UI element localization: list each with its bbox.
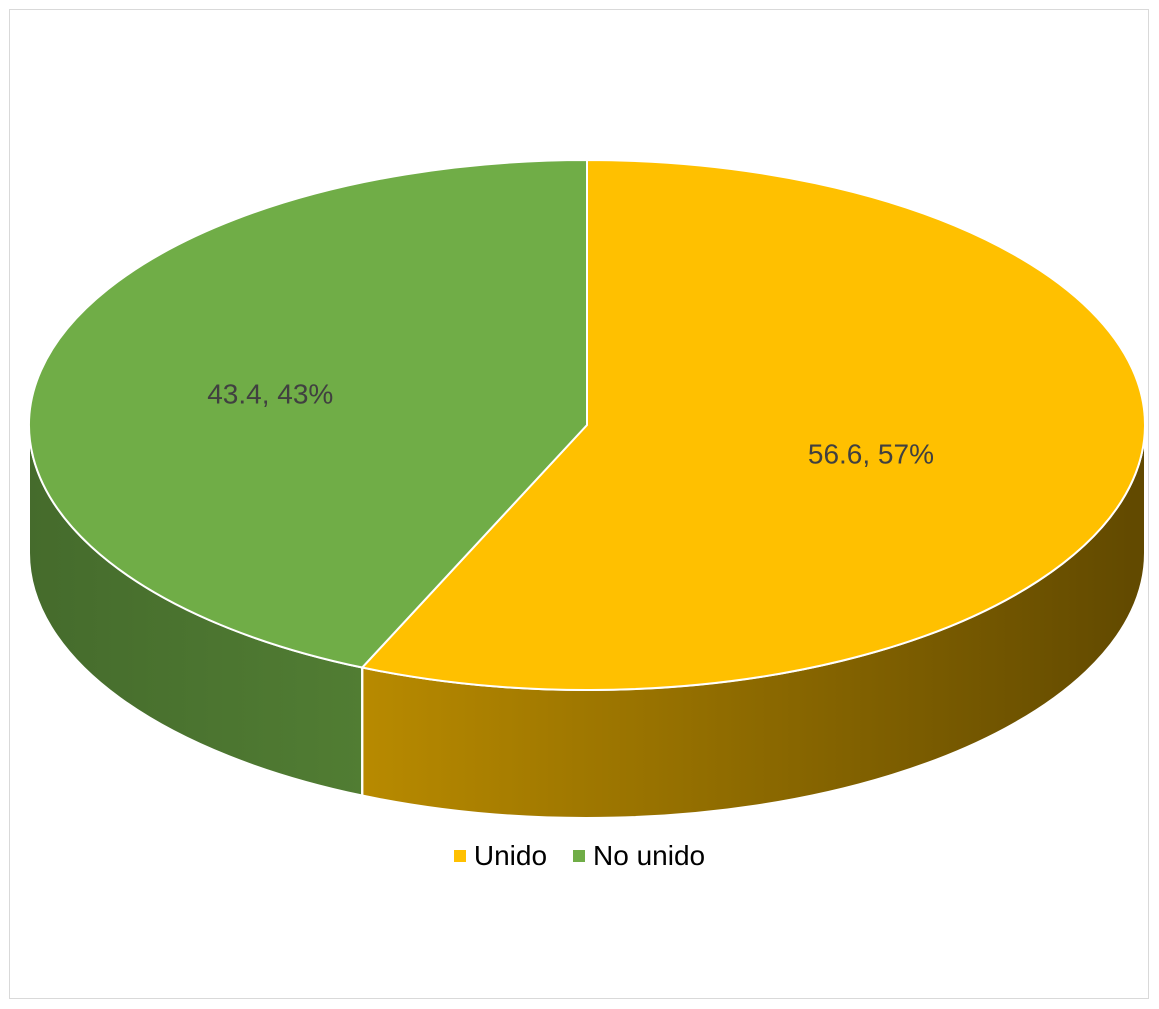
legend-label-no-unido: No unido bbox=[593, 840, 706, 871]
legend-swatch-no-unido bbox=[573, 850, 586, 862]
data-label-no-unido: 43.4, 43% bbox=[207, 378, 333, 409]
legend-item-no-unido: No unido bbox=[573, 840, 705, 872]
pie-slice-unido bbox=[361, 159, 1146, 691]
legend-label-unido: Unido bbox=[473, 840, 548, 871]
legend: Unido No unido bbox=[0, 840, 1159, 872]
legend-item-unido: Unido bbox=[453, 840, 548, 872]
legend-swatch-unido bbox=[453, 850, 466, 862]
pie-slice-no-unido bbox=[28, 159, 588, 669]
data-label-unido: 56.6, 57% bbox=[808, 438, 934, 469]
